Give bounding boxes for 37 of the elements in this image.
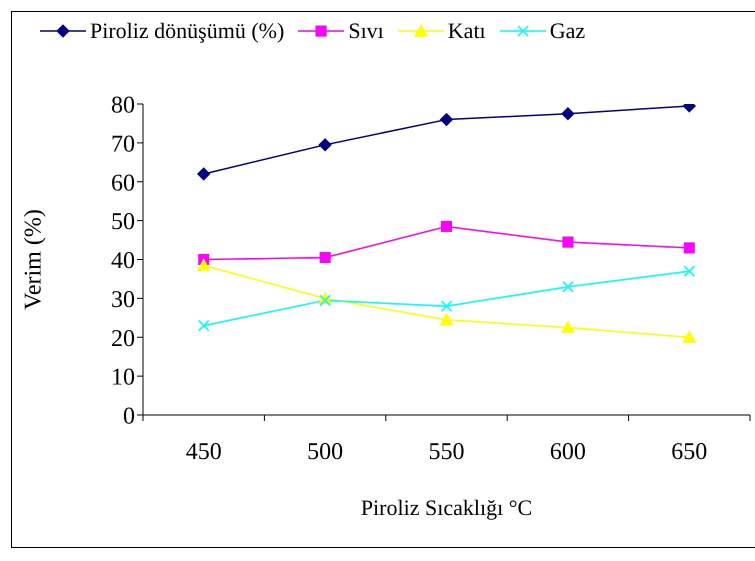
y-tick-label: 10 — [111, 364, 135, 391]
point — [682, 330, 696, 343]
y-tick-label: 50 — [111, 209, 135, 236]
y-tick-label: 30 — [111, 286, 135, 313]
point — [440, 113, 453, 126]
point — [197, 167, 210, 180]
point — [561, 107, 574, 120]
legend-label: Gaz — [550, 18, 586, 44]
point — [684, 242, 695, 254]
x-tick-label: 650 — [671, 439, 708, 465]
x-axis-title: Piroliz Sıcaklığı °C — [360, 495, 532, 520]
y-tick-label: 60 — [111, 170, 135, 196]
x-tick-label: 500 — [307, 439, 344, 465]
x-tick-label: 600 — [550, 439, 586, 465]
point — [561, 321, 574, 334]
point — [197, 258, 210, 271]
point — [319, 294, 331, 306]
y-tick-label: 70 — [111, 131, 135, 158]
point — [684, 265, 696, 277]
point — [320, 252, 331, 264]
point — [440, 313, 453, 326]
x-tick-label: 450 — [186, 439, 222, 465]
point — [198, 320, 210, 332]
point — [440, 300, 452, 312]
y-tick-label: 40 — [111, 248, 135, 274]
point — [562, 280, 574, 292]
point — [562, 236, 574, 248]
y-tick-label: 0 — [123, 404, 135, 430]
y-tick-label: 80 — [111, 92, 135, 119]
x-tick-label: 550 — [428, 439, 464, 465]
y-axis-title: Verim (%) — [20, 209, 47, 310]
y-tick-label: 20 — [111, 326, 135, 352]
point — [318, 138, 332, 152]
legend-label: Piroliz dönüşümü (%) — [90, 18, 284, 44]
point — [441, 220, 452, 232]
legend-label: Sıvı — [348, 18, 384, 44]
legend-label: Katı — [448, 18, 486, 44]
